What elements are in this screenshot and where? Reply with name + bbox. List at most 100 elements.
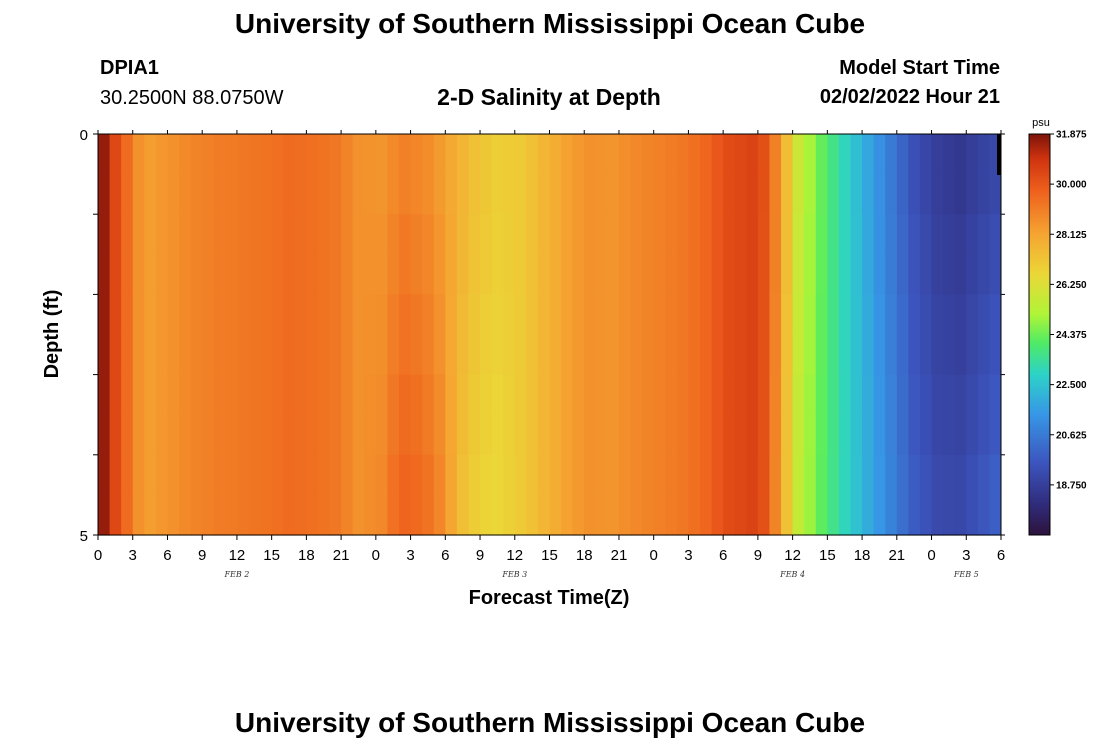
x-tick-label: 0 [372,547,380,564]
heatmap-cell [665,254,678,295]
heatmap-cell [943,174,956,215]
heatmap-cell [607,214,620,255]
heatmap-cell [815,214,828,255]
heatmap-cell [908,214,921,255]
heatmap-cell [607,494,620,536]
heatmap-cell [584,374,597,416]
heatmap-cell [630,454,643,496]
heatmap-cell [919,134,933,175]
heatmap-cell [480,214,493,255]
heatmap-cell [109,454,122,496]
heatmap-cell [919,454,933,496]
heatmap-cell [317,174,331,215]
heatmap-cell [711,214,724,255]
heatmap-cell [885,494,898,536]
heatmap-cell [618,334,632,376]
heatmap-cell [757,254,771,295]
heatmap-cell [480,454,493,496]
heatmap-cell [665,214,678,255]
heatmap-cell [526,214,539,255]
heatmap-cell [132,454,145,496]
heatmap-cell [804,494,817,536]
heatmap-cell [734,214,747,255]
heatmap-cell [653,334,666,376]
colorbar-label: 22.500 [1056,380,1087,391]
heatmap-cell [838,374,852,416]
y-tick-label: 0 [80,127,88,144]
heatmap-cell [572,134,585,175]
heatmap-cell [410,494,423,536]
heatmap-cell [445,414,458,456]
heatmap-cell [225,334,238,376]
heatmap-cell [503,134,516,175]
heatmap-cell [572,334,585,376]
heatmap-cell [781,294,794,336]
heatmap-cell [503,494,516,536]
heatmap-cell [271,294,284,336]
heatmap-cell [329,214,342,255]
heatmap-cell [769,214,782,255]
heatmap-cell [781,174,794,215]
heatmap-cell [688,494,701,536]
heatmap-cell [827,174,840,215]
heatmap-cell [352,454,365,496]
heatmap-cell [155,214,169,255]
x-tick-label: 18 [576,547,593,564]
heatmap-cell [618,254,632,295]
heatmap-cell [352,254,365,295]
heatmap-cell [155,494,169,536]
heatmap-cell [700,334,713,376]
heatmap-cell [410,414,423,456]
heatmap-cell [630,494,643,536]
heatmap-cell [723,454,736,496]
heatmap-cell [792,134,805,175]
heatmap-cell [248,494,261,536]
heatmap-cell [468,294,481,336]
heatmap-cell [109,174,122,215]
heatmap-cell [190,174,203,215]
heatmap-cell [584,254,597,295]
heatmap-cell [734,134,747,175]
heatmap-cell [989,454,1001,496]
heatmap-cell [665,374,678,416]
heatmap-cell [294,294,307,336]
heatmap-cell [804,414,817,456]
heatmap-cell [98,494,111,536]
heatmap-cell [375,214,389,255]
heatmap-cell [549,214,562,255]
heatmap-cell [781,214,794,255]
heatmap-cell [676,494,690,536]
heatmap-cell [109,294,122,336]
heatmap-cell [294,374,307,416]
heatmap-cell [352,214,365,255]
heatmap-cell [607,374,620,416]
heatmap-cell [572,214,585,255]
heatmap-cell [341,134,354,175]
heatmap-cell [607,134,620,175]
heatmap-cell [456,174,470,215]
heatmap-cell [549,454,562,496]
heatmap-cell [514,494,527,536]
heatmap-cell [908,334,921,376]
heatmap-cell [179,294,192,336]
heatmap-cell [804,374,817,416]
heatmap-cell [433,414,446,456]
heatmap-cell [514,254,527,295]
heatmap-cell [329,374,342,416]
heatmap-cell [410,214,423,255]
heatmap-cell [919,294,933,336]
heatmap-cell [827,374,840,416]
heatmap-cell [341,334,354,376]
heatmap-cell [480,254,493,295]
heatmap-cell [954,454,967,496]
heatmap-cell [700,374,713,416]
heatmap-cell [653,254,666,295]
heatmap-cell [179,174,192,215]
heatmap-cell [885,374,898,416]
heatmap-cell [792,294,805,336]
heatmap-cell [526,134,539,175]
x-tick-label: 18 [854,547,871,564]
heatmap-cell [665,134,678,175]
heatmap-cell [989,334,1001,376]
heatmap-cell [642,214,655,255]
